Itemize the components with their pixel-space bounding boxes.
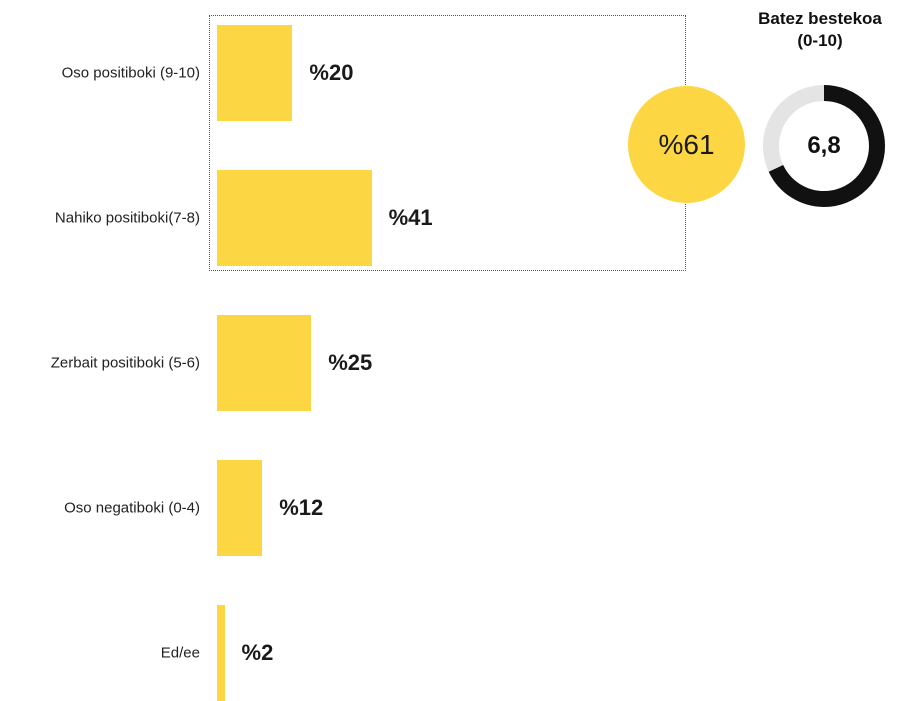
bar	[217, 25, 293, 121]
category-label: Oso negatiboki (0-4)	[64, 499, 200, 517]
bar	[217, 170, 372, 266]
bar-value-label: %2	[241, 640, 274, 665]
average-title: Batez bestekoa (0-10)	[740, 8, 900, 52]
average-donut: 6,8	[762, 84, 886, 208]
average-value: 6,8	[807, 132, 841, 159]
category-label: Ed/ee	[160, 644, 200, 662]
bar-value-label: %41	[388, 205, 433, 230]
donut-value-arc	[763, 85, 885, 207]
bar-value-label: %12	[279, 495, 324, 520]
average-title-line1: Batez bestekoa	[758, 9, 882, 28]
average-donut-svg	[763, 85, 885, 207]
bar-value-label: %25	[328, 350, 373, 375]
summary-total-circle: %61	[628, 86, 745, 203]
bar	[217, 315, 312, 411]
bar	[217, 460, 263, 556]
highlight-box	[209, 15, 686, 271]
summary-total-label: %61	[658, 128, 715, 160]
category-label: Zerbait positiboki (5-6)	[50, 354, 200, 372]
average-title-line2: (0-10)	[797, 31, 843, 50]
category-label: Oso positiboki (9-10)	[61, 64, 200, 82]
bar	[217, 605, 225, 701]
bar-value-label: %20	[309, 60, 354, 85]
category-label: Nahiko positiboki(7-8)	[54, 209, 200, 227]
